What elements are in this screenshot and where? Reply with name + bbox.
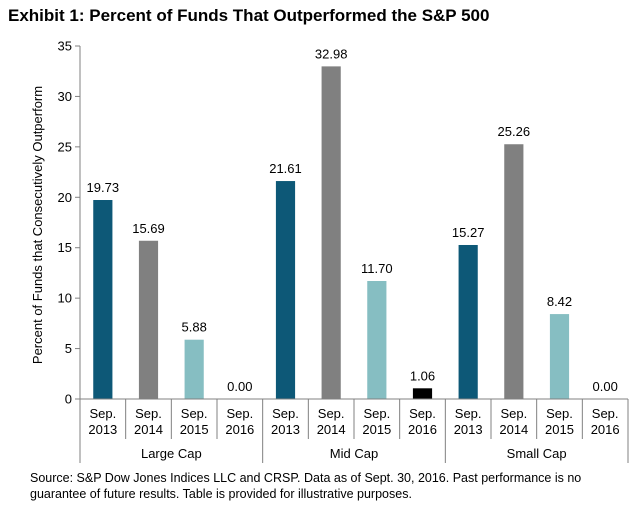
x-category-label: Sep. <box>181 406 208 421</box>
bar <box>275 181 296 399</box>
axes-layer <box>75 45 629 463</box>
bar <box>138 240 159 399</box>
bar-value-label: 32.98 <box>315 46 348 61</box>
x-category-label: 2016 <box>408 422 437 437</box>
x-category-label: Sep. <box>89 406 116 421</box>
chart-title: Exhibit 1: Percent of Funds That Outperf… <box>8 6 490 25</box>
y-tick-label: 5 <box>65 341 72 356</box>
bar-value-label: 21.61 <box>269 161 302 176</box>
y-tick-label: 0 <box>65 392 72 407</box>
bar <box>367 280 387 399</box>
y-axis-label: Percent of Funds that Consecutively Outp… <box>30 86 45 364</box>
bar-value-label: 8.42 <box>547 294 572 309</box>
x-category-label: Sep. <box>363 406 390 421</box>
x-category-label: Sep. <box>409 406 436 421</box>
bar-value-label: 19.73 <box>87 180 120 195</box>
bar-value-label: 0.00 <box>593 379 618 394</box>
y-tick-label: 35 <box>58 39 72 54</box>
bar-value-label: 0.00 <box>227 379 252 394</box>
x-category-label: 2015 <box>180 422 209 437</box>
x-category-label: 2015 <box>362 422 391 437</box>
bar-value-label: 5.88 <box>182 320 207 335</box>
source-note: Source: S&P Dow Jones Indices LLC and CR… <box>30 471 582 501</box>
x-category-label: Sep. <box>226 406 253 421</box>
y-tick-label: 25 <box>58 139 72 154</box>
bar <box>321 66 341 400</box>
bar <box>184 339 204 399</box>
x-category-label: 2014 <box>499 422 528 437</box>
bar-value-label: 15.27 <box>452 225 485 240</box>
bar-value-label: 1.06 <box>410 368 435 383</box>
x-category-label: 2016 <box>591 422 620 437</box>
x-group-label: Large Cap <box>141 446 202 461</box>
x-category-label: 2013 <box>271 422 300 437</box>
x-category-label: 2013 <box>88 422 117 437</box>
x-category-label: Sep. <box>135 406 162 421</box>
x-category-label: 2015 <box>545 422 574 437</box>
x-category-label: Sep. <box>592 406 619 421</box>
y-tick-label: 20 <box>58 190 72 205</box>
x-category-label: 2014 <box>134 422 163 437</box>
bar-value-label: 25.26 <box>498 124 531 139</box>
x-category-label: 2016 <box>225 422 254 437</box>
x-category-label: Sep. <box>546 406 573 421</box>
bars-layer <box>93 66 570 400</box>
x-category-label: Sep. <box>500 406 527 421</box>
bar-value-label: 11.70 <box>361 261 393 276</box>
x-group-label: Small Cap <box>507 446 567 461</box>
bar <box>458 244 478 399</box>
x-group-label: Mid Cap <box>330 446 378 461</box>
bar <box>549 314 570 399</box>
x-category-label: Sep. <box>455 406 482 421</box>
bar <box>93 200 113 399</box>
x-category-label: Sep. <box>272 406 299 421</box>
bar <box>412 388 433 399</box>
y-tick-label: 15 <box>58 240 72 255</box>
labels-layer: 0510152025303519.73Sep.201315.69Sep.2014… <box>58 39 620 462</box>
y-tick-label: 30 <box>58 89 72 104</box>
x-category-label: 2013 <box>454 422 483 437</box>
bar-value-label: 15.69 <box>132 221 165 236</box>
x-category-label: 2014 <box>317 422 346 437</box>
bar-chart: Percent of Funds that Consecutively Outp… <box>30 39 629 463</box>
y-tick-label: 10 <box>58 291 72 306</box>
x-category-label: Sep. <box>318 406 345 421</box>
bar <box>504 144 524 399</box>
